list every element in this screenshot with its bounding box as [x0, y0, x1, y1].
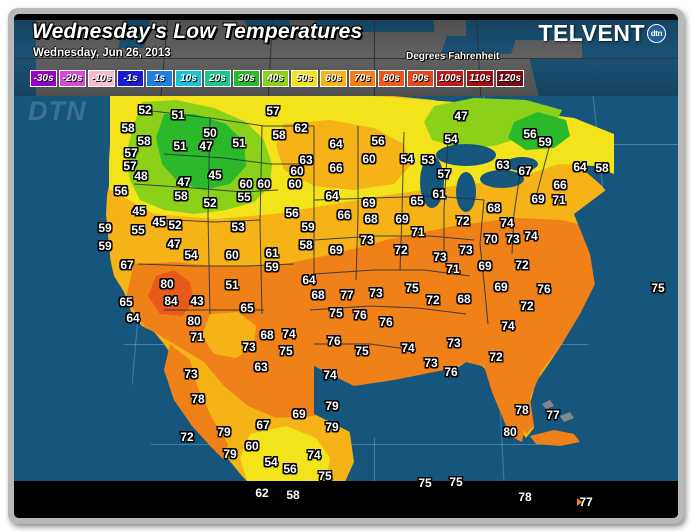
legend-swatch-1s[interactable]: 1s: [146, 70, 173, 87]
window-inner: DTN 525158585750475151574847455856455255…: [14, 14, 678, 518]
legend-swatch--10s[interactable]: -10s: [88, 70, 115, 87]
legend-swatch--20s[interactable]: -20s: [59, 70, 86, 87]
temperature-legend[interactable]: -30s -20s -10s -1s 1s 10s 20s 30s 40s 50s 60s 70s 80…: [30, 70, 525, 87]
legend-swatch--1s[interactable]: -1s: [117, 70, 144, 87]
legend-swatch--30s[interactable]: -30s: [30, 70, 57, 87]
header-banner: Wednesday's Low Temperatures Wednesday, …: [14, 14, 678, 96]
legend-swatch-120s[interactable]: 120s: [495, 70, 525, 87]
legend-swatch-30s[interactable]: 30s: [233, 70, 260, 87]
legend-swatch-80s[interactable]: 80s: [378, 70, 405, 87]
legend-swatch-90s[interactable]: 90s: [407, 70, 434, 87]
date-subtitle: Wednesday, Jun 26, 2013: [33, 47, 171, 59]
telvent-logo-text: TELVENT: [538, 20, 645, 46]
top-letterbox: [14, 14, 678, 20]
window-frame: DTN 525158585750475151574847455856455255…: [8, 8, 684, 524]
units-label: Degrees Fahrenheit: [406, 51, 500, 62]
dtn-badge-icon: dtn: [647, 24, 666, 43]
legend-swatch-40s[interactable]: 40s: [262, 70, 289, 87]
legend-swatch-20s[interactable]: 20s: [204, 70, 231, 87]
legend-swatch-10s[interactable]: 10s: [175, 70, 202, 87]
wind-arrow-icon: [566, 498, 582, 506]
legend-swatch-70s[interactable]: 70s: [349, 70, 376, 87]
telvent-logo[interactable]: TELVENT dtn: [538, 22, 666, 45]
page-title: Wednesday's Low Temperatures: [32, 20, 363, 43]
legend-swatch-100s[interactable]: 100s: [436, 70, 465, 87]
legend-swatch-50s[interactable]: 50s: [291, 70, 318, 87]
temperature-field: [14, 94, 678, 518]
legend-swatch-110s[interactable]: 110s: [466, 70, 494, 87]
legend-swatch-60s[interactable]: 60s: [320, 70, 347, 87]
footer-letterbox: [14, 481, 678, 518]
